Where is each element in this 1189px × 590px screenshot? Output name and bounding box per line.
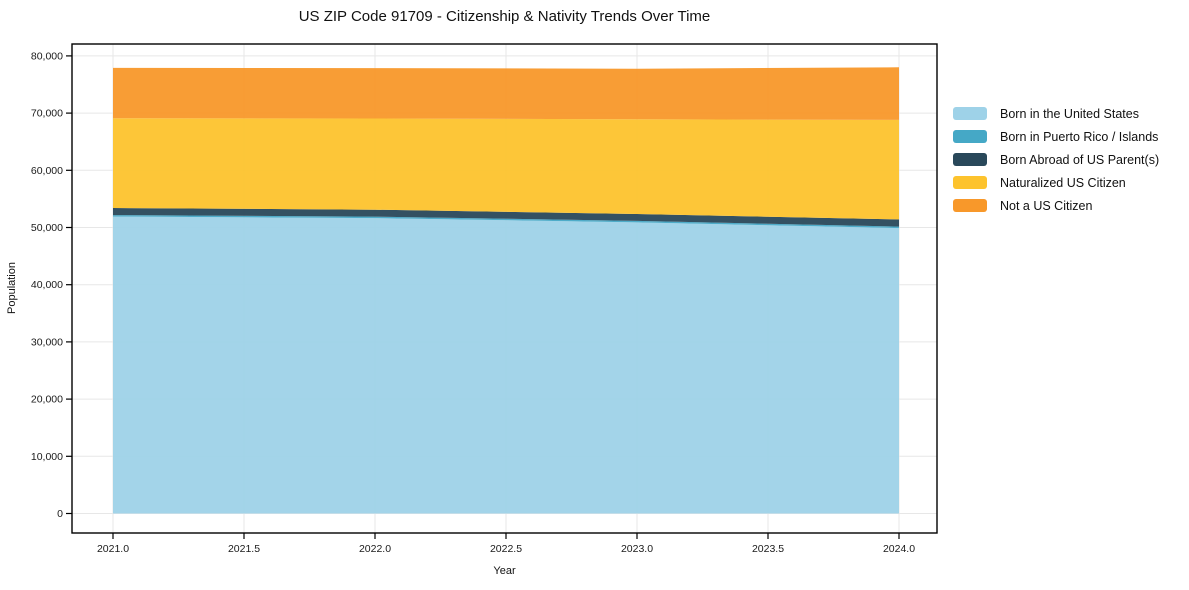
x-tick-label: 2022.0	[359, 543, 391, 555]
legend-label: Born Abroad of US Parent(s)	[1000, 152, 1160, 167]
y-axis: 0 10,000 20,000 30,000 40,000 50,000 60,000 70,…	[31, 50, 72, 520]
x-tick-label: 2021.5	[228, 543, 260, 555]
y-tick-label: 80,000	[31, 50, 63, 62]
legend-item-4: Naturalized US Citizen	[953, 171, 1159, 194]
legend-item-3: Born Abroad of US Parent(s)	[953, 148, 1159, 171]
y-tick-label: 50,000	[31, 222, 63, 234]
x-axis-label: Year	[493, 565, 516, 577]
x-tick-label: 2021.0	[97, 543, 129, 555]
y-tick-label: 10,000	[31, 451, 63, 463]
legend-swatch	[953, 153, 987, 166]
legend-swatch	[953, 199, 987, 212]
y-tick-label: 60,000	[31, 165, 63, 177]
y-axis-label: Population	[6, 262, 18, 314]
legend-label: Not a US Citizen	[1000, 198, 1093, 213]
chart-title: US ZIP Code 91709 - Citizenship & Nativi…	[298, 8, 711, 25]
x-tick-label: 2024.0	[883, 543, 915, 555]
legend-item-5: Not a US Citizen	[953, 194, 1159, 217]
stacked-areas	[113, 67, 899, 514]
plot-frame	[71, 43, 938, 534]
area-born-in-puerto-rico-islands	[113, 215, 899, 229]
x-axis: 2021.0 2021.5 2022.0 2022.5 2023.0 2023.5 2024…	[97, 533, 915, 555]
legend-swatch	[953, 176, 987, 189]
legend-item-2: Born in Puerto Rico / Islands	[953, 125, 1159, 148]
legend-label: Naturalized US Citizen	[1000, 175, 1126, 190]
legend-swatch	[953, 130, 987, 143]
legend-swatch	[953, 107, 987, 120]
area-born-in-the-united-states	[113, 216, 899, 514]
x-tick-label: 2023.5	[752, 543, 784, 555]
x-tick-label: 2022.5	[490, 543, 522, 555]
area-born-abroad-of-us-parent-s	[113, 208, 899, 227]
legend: Born in the United States Born in Puerto …	[953, 102, 1159, 217]
y-tick-label: 0	[57, 508, 63, 520]
legend-label: Born in Puerto Rico / Islands	[1000, 129, 1159, 144]
y-tick-label: 30,000	[31, 336, 63, 348]
area-not-a-us-citizen	[113, 67, 899, 120]
legend-label: Born in the United States	[1000, 106, 1139, 121]
y-tick-label: 40,000	[31, 279, 63, 291]
y-tick-label: 20,000	[31, 394, 63, 406]
y-tick-label: 70,000	[31, 108, 63, 120]
legend-item-1: Born in the United States	[953, 102, 1159, 125]
area-naturalized-us-citizen	[113, 118, 899, 220]
x-tick-label: 2023.0	[621, 543, 653, 555]
